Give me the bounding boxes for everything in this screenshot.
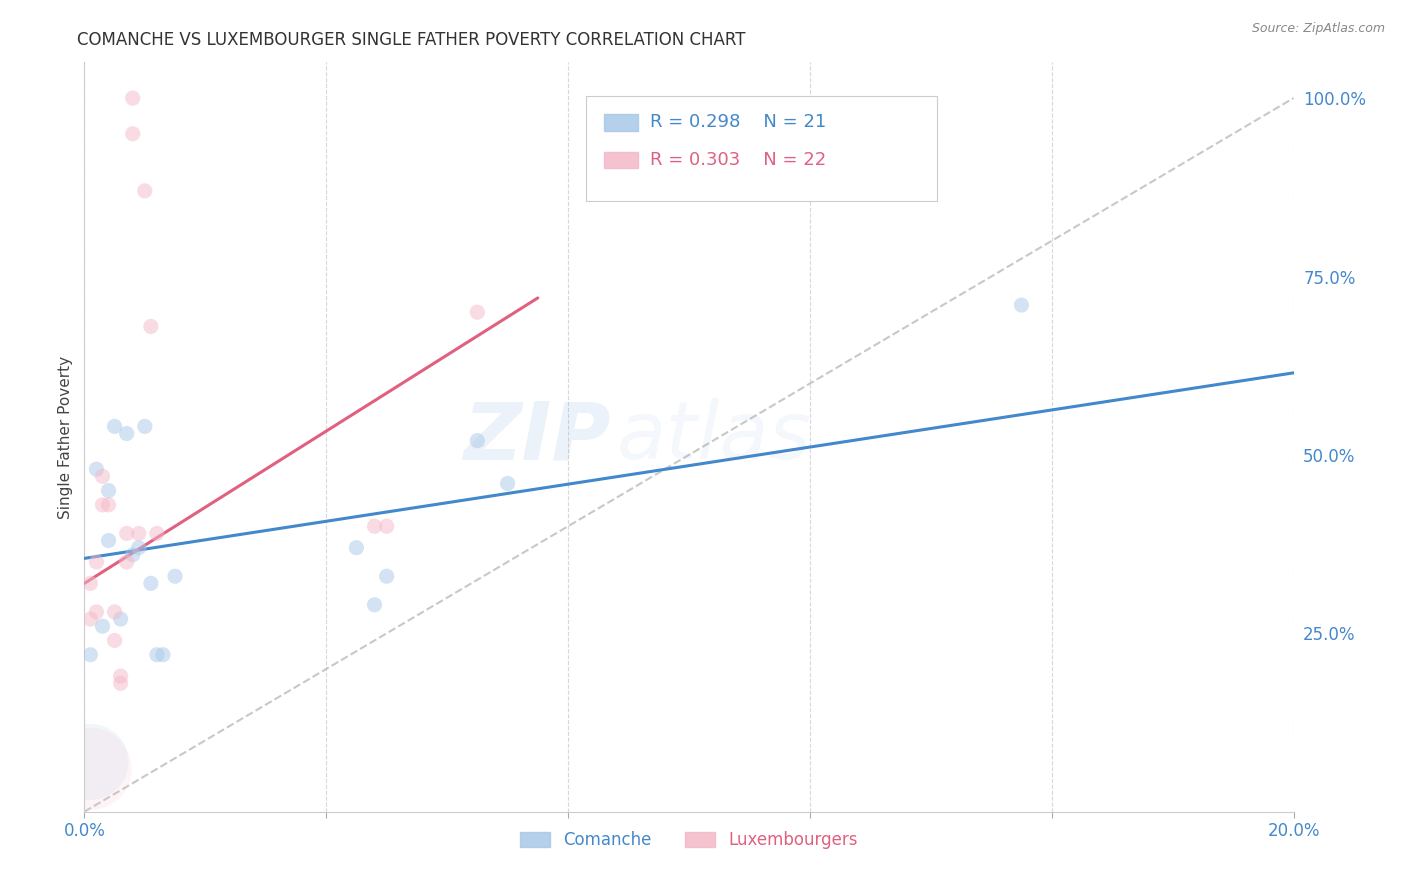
FancyBboxPatch shape (586, 96, 936, 201)
Y-axis label: Single Father Poverty: Single Father Poverty (58, 356, 73, 518)
Point (139, 319, 162, 334)
Text: Source: ZipAtlas.com: Source: ZipAtlas.com (1251, 22, 1385, 36)
Text: R = 0.303    N = 22: R = 0.303 N = 22 (650, 151, 827, 169)
Legend: Comanche, Luxembourgers: Comanche, Luxembourgers (513, 824, 865, 855)
Point (496, 476, 519, 491)
Point (97, 498, 120, 512)
Point (134, 419, 156, 434)
Point (1011, 298, 1033, 312)
Point (346, 541, 368, 555)
Point (110, 669, 132, 683)
Point (363, 598, 385, 612)
Text: ZIP: ZIP (463, 398, 610, 476)
Point (121, 548, 143, 562)
Point (86, 462, 108, 476)
Point (115, 526, 138, 541)
Point (128, 541, 150, 555)
Bar (605, 152, 638, 168)
Point (104, 605, 127, 619)
Point (79, 762, 101, 776)
Point (97, 483, 120, 498)
Text: COMANCHE VS LUXEMBOURGER SINGLE FATHER POVERTY CORRELATION CHART: COMANCHE VS LUXEMBOURGER SINGLE FATHER P… (77, 31, 745, 49)
Point (375, 569, 398, 583)
Point (128, 526, 150, 541)
Point (115, 555, 138, 569)
Point (152, 648, 174, 662)
Point (79, 612, 101, 626)
Point (146, 526, 169, 541)
Point (104, 419, 127, 434)
Point (79, 755, 101, 769)
Point (146, 648, 169, 662)
Point (139, 576, 162, 591)
Point (91, 469, 114, 483)
Point (375, 519, 398, 533)
Point (79, 648, 101, 662)
Point (79, 576, 101, 591)
Point (115, 426, 138, 441)
Point (110, 676, 132, 690)
Point (134, 184, 156, 198)
Point (121, 127, 143, 141)
Text: atlas: atlas (616, 398, 811, 476)
Point (110, 612, 132, 626)
Point (467, 305, 489, 319)
Point (363, 519, 385, 533)
Point (86, 555, 108, 569)
Point (97, 533, 120, 548)
Point (467, 434, 489, 448)
Point (121, 91, 143, 105)
Point (86, 605, 108, 619)
Text: R = 0.298    N = 21: R = 0.298 N = 21 (650, 113, 827, 131)
Point (91, 619, 114, 633)
Point (104, 633, 127, 648)
Bar (605, 114, 638, 130)
Point (165, 569, 187, 583)
Point (91, 498, 114, 512)
